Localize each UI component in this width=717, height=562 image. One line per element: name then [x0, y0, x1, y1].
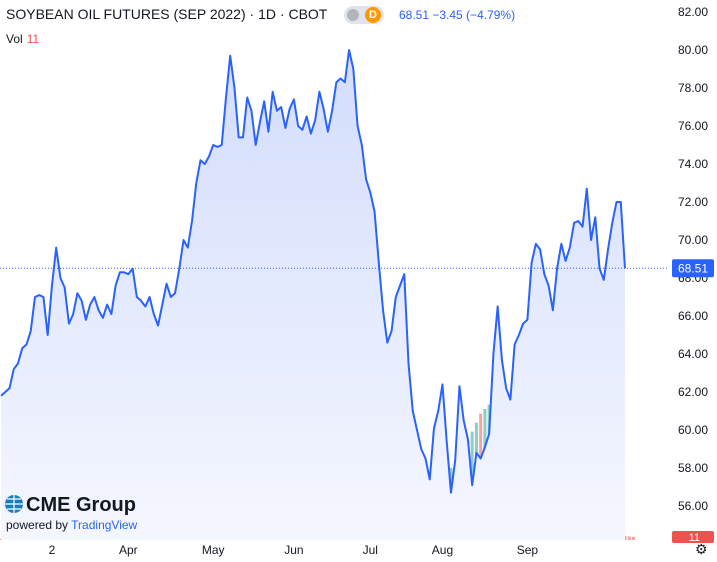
- chart-header: SOYBEAN OIL FUTURES (SEP 2022) · 1D · CB…: [6, 6, 327, 22]
- y-tick-label: 76.00: [678, 119, 708, 133]
- volume-last-badge: [672, 531, 714, 543]
- y-tick-label: 62.00: [678, 385, 708, 399]
- y-tick-label: 72.00: [678, 195, 708, 209]
- powered-by[interactable]: powered by TradingView: [6, 518, 137, 532]
- last-price-label: 68.51: [678, 261, 708, 275]
- y-tick-label: 64.00: [678, 347, 708, 361]
- x-tick-label: Jun: [284, 543, 303, 557]
- separator: ·: [279, 6, 285, 22]
- toggle-off-dot: [347, 9, 359, 21]
- y-tick-label: 78.00: [678, 81, 708, 95]
- x-tick-label: Sep: [517, 543, 539, 557]
- x-tick-label: Aug: [432, 543, 453, 557]
- y-tick-label: 74.00: [678, 157, 708, 171]
- price-area-fill: [1, 50, 625, 540]
- powered-by-label: powered by: [6, 518, 69, 532]
- volume-bar: [627, 536, 631, 540]
- tradingview-link[interactable]: TradingView: [71, 518, 138, 532]
- price-quote: 68.51 −3.45 (−4.79%): [399, 8, 516, 22]
- interval-label[interactable]: 1D: [258, 6, 276, 22]
- exchange-label: CBOT: [288, 6, 328, 22]
- x-tick-label: Apr: [119, 543, 138, 557]
- y-tick-label: 60.00: [678, 423, 708, 437]
- x-tick-label: 2: [49, 543, 56, 557]
- y-tick-label: 82.00: [678, 5, 708, 19]
- logo-text: CME Group: [26, 494, 136, 516]
- x-tick-label: Jul: [363, 543, 378, 557]
- x-tick-label: May: [202, 543, 225, 557]
- toggle-badge: D: [365, 7, 381, 23]
- y-tick-label: 66.00: [678, 309, 708, 323]
- y-tick-label: 56.00: [678, 499, 708, 513]
- volume-label: Vol: [6, 32, 23, 46]
- separator: ·: [249, 6, 255, 22]
- volume-value: 11: [26, 32, 40, 46]
- symbol-title: SOYBEAN OIL FUTURES (SEP 2022): [6, 6, 246, 22]
- volume-bar: [631, 536, 635, 540]
- price-axis[interactable]: 82.0080.0078.0076.0074.0072.0070.0068.00…: [672, 5, 714, 544]
- gear-icon[interactable]: ⚙: [695, 541, 708, 557]
- price-line: [0, 49, 626, 494]
- volume-last-label: 11: [689, 532, 700, 544]
- data-mode-toggle[interactable]: D: [344, 6, 384, 24]
- last-price-badge: [672, 259, 714, 278]
- y-tick-label: 70.00: [678, 233, 708, 247]
- time-axis[interactable]: 2 Apr May Jun Jul Aug Sep: [49, 543, 539, 557]
- cme-globe-icon: [5, 495, 23, 513]
- cme-logo[interactable]: CME Group: [4, 494, 136, 517]
- volume-legend: Vol 11: [6, 32, 39, 46]
- y-tick-label: 58.00: [678, 461, 708, 475]
- y-tick-label: 80.00: [678, 43, 708, 57]
